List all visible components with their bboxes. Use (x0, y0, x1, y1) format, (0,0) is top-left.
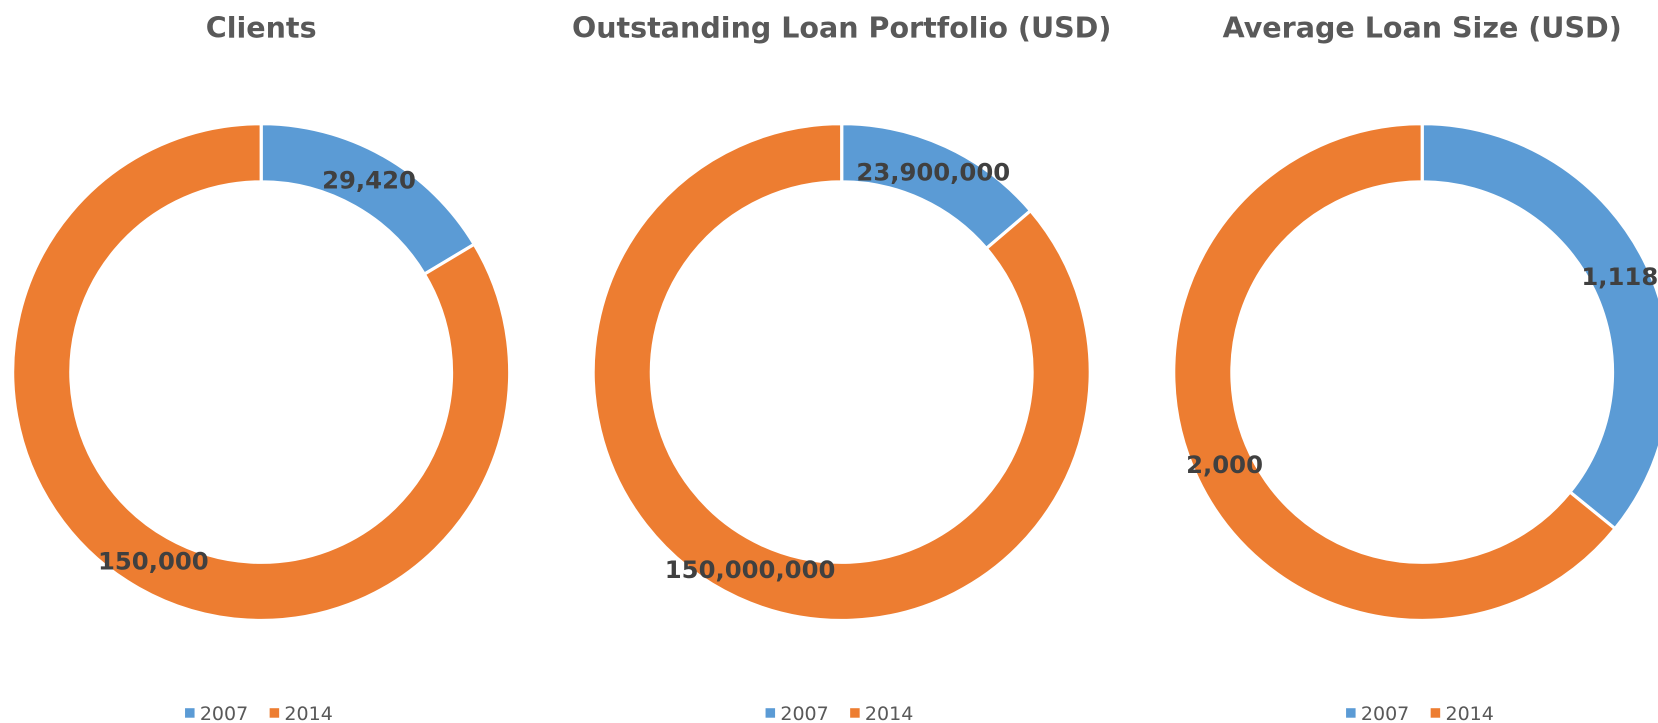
data-label: 150,000,000 (665, 555, 836, 584)
legend-swatch (1430, 708, 1441, 718)
legend-swatch (269, 708, 280, 718)
donut-slice (591, 122, 1092, 623)
data-label: 1,118 (1581, 262, 1658, 291)
legend-label: 2007 (1361, 703, 1409, 723)
data-label: 2,000 (1186, 450, 1263, 479)
legend-swatch (1346, 708, 1356, 718)
data-label: 23,900,000 (856, 157, 1010, 186)
legend-label: 2014 (865, 703, 913, 723)
chart-title: Average Loan Size (USD) (1223, 12, 1622, 45)
legend-label: 2007 (780, 703, 828, 723)
chart-title: Clients (206, 12, 317, 45)
donut-slice (11, 122, 512, 623)
legend-swatch (765, 708, 776, 718)
chart-title: Outstanding Loan Portfolio (USD) (572, 12, 1111, 45)
donut-slice (259, 122, 477, 277)
legend-label: 2014 (284, 703, 332, 723)
legend-swatch (185, 708, 195, 718)
legend-label: 2007 (200, 703, 248, 723)
data-label: 29,420 (322, 166, 416, 195)
legend-label: 2014 (1445, 703, 1493, 723)
data-label: 150,000 (98, 546, 209, 575)
legend-swatch (850, 708, 860, 718)
donut-slice (1172, 122, 1618, 623)
donut-slice (1420, 122, 1658, 531)
